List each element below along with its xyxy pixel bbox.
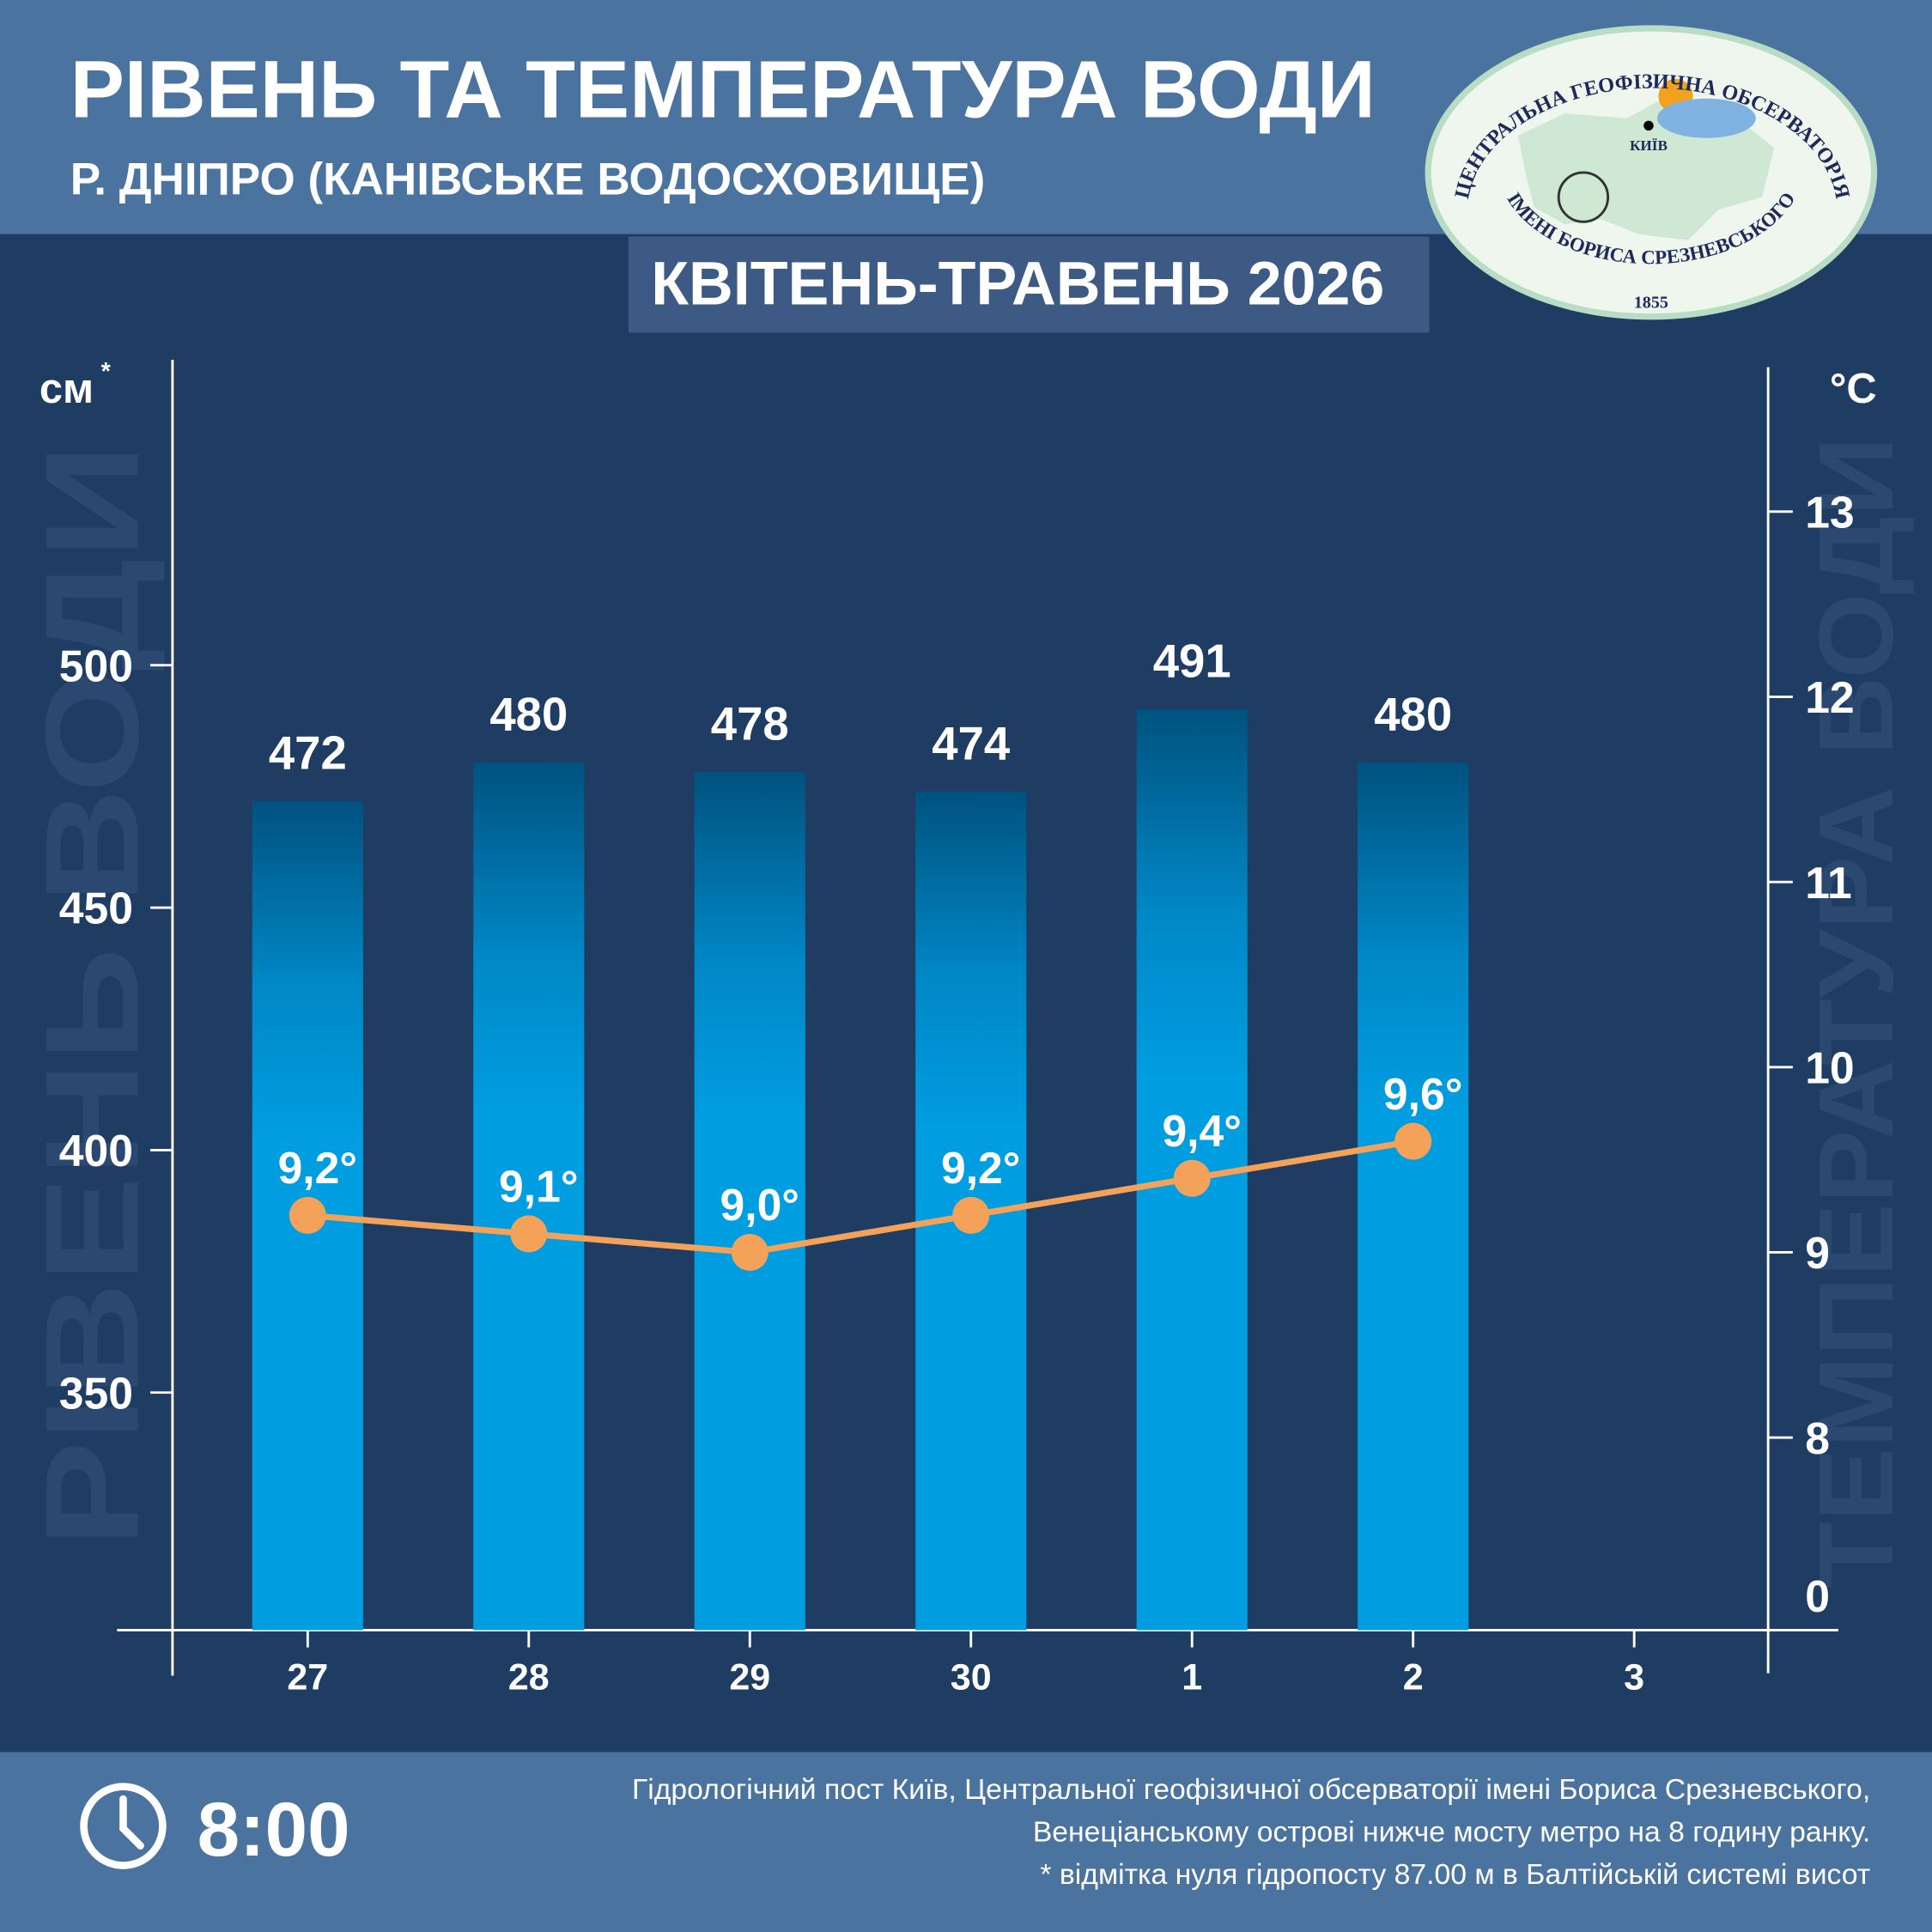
temperature-point	[1173, 1159, 1211, 1197]
logo-year: 1855	[1634, 294, 1668, 313]
footnote: * відмітка нуля гідропосту 87.00 м в Бал…	[1040, 1858, 1870, 1891]
y-tick-label: 450	[59, 884, 133, 933]
period-box	[628, 236, 1430, 333]
footnotes: Гідрологічний пост Київ, Центральної гео…	[632, 1773, 1870, 1891]
logo-dot	[1643, 120, 1654, 131]
series-name-watermark: РІВЕНЬ ВОДИ	[18, 444, 167, 1546]
y2-tick-label: 11	[1805, 858, 1852, 908]
y2-tick-label: 12	[1805, 672, 1854, 722]
x-tick-label: 27	[287, 1656, 328, 1698]
watermarks: РІВЕНЬ ВОДИ ТЕМПЕРАТУРА ВОДИ	[18, 437, 1916, 1589]
clock-hands	[119, 1795, 144, 1850]
bar	[694, 771, 805, 1631]
logo-dish	[1557, 171, 1610, 223]
y2-tick-label: 9	[1805, 1228, 1830, 1278]
logo: ЦЕНТРАЛЬНА ГЕОФІЗИЧНА ОБСЕРВАТОРІЯ ІМЕНІ…	[1425, 25, 1878, 320]
y-tick-label: 500	[59, 641, 133, 690]
x-tick-label: 3	[1624, 1656, 1644, 1698]
logo-city: КИЇВ	[1630, 137, 1668, 154]
series-name-watermark: ТЕМПЕРАТУРА ВОДИ	[1797, 437, 1916, 1589]
bar	[1358, 762, 1469, 1631]
logo-cloud	[1657, 98, 1756, 138]
temperature-point	[289, 1196, 326, 1234]
chart-subtitle: Р. ДНІПРО (КАНІВСЬКЕ ВОДОСХОВИЩЕ)	[70, 155, 986, 205]
x-tick-label: 1	[1182, 1656, 1202, 1698]
x-tick-label: 30	[951, 1656, 992, 1698]
period: КВІТЕНЬ-ТРАВЕНЬ 2026	[651, 249, 1384, 318]
bar-value-label: 480	[1374, 688, 1452, 740]
bar-value-label: 472	[269, 727, 347, 780]
bar-value-label: 491	[1153, 635, 1231, 687]
footnote: Гідрологічний пост Київ, Центральної гео…	[632, 1773, 1870, 1806]
temperature-point	[1394, 1122, 1432, 1160]
y-tick-label: 350	[59, 1368, 133, 1418]
y2-unit: °C	[1830, 366, 1877, 412]
temperature-point	[731, 1233, 769, 1272]
y-unit: см	[39, 366, 94, 412]
bar	[473, 762, 585, 1631]
chart-title: РІВЕНЬ ТА ТЕМПЕРАТУРА ВОДИ	[70, 44, 1376, 135]
temperature-label: 9,0°	[720, 1180, 799, 1230]
temperature-label: 9,1°	[499, 1162, 578, 1212]
footer-band	[0, 1752, 1932, 1932]
footnote: Венеціанському острові нижче мосту метро…	[1033, 1816, 1870, 1849]
time: 8:00	[197, 1786, 350, 1872]
y2-tick-label: 0	[1805, 1571, 1830, 1621]
clock-icon	[80, 1783, 167, 1869]
x-tick-label: 28	[508, 1656, 550, 1698]
bar-value-label: 478	[711, 698, 789, 750]
bar-value-label: 480	[489, 688, 568, 740]
temperature-label: 9,2°	[278, 1143, 357, 1193]
x-tick-label: 29	[729, 1656, 770, 1698]
temperature-label: 9,6°	[1383, 1069, 1462, 1119]
x-tick-label: 2	[1403, 1656, 1424, 1698]
temperature-point	[952, 1196, 990, 1234]
temperature-label: 9,4°	[1162, 1106, 1241, 1156]
temperature-point	[510, 1215, 548, 1253]
temperature-label: 9,2°	[941, 1143, 1020, 1193]
bar-value-label: 474	[932, 717, 1011, 769]
y2-tick-label: 13	[1805, 488, 1854, 538]
y-unit-note: *	[101, 358, 112, 386]
temperature-line	[307, 1138, 1414, 1256]
y2-tick-label: 8	[1805, 1413, 1830, 1463]
y-tick-label: 400	[59, 1126, 133, 1176]
y2-tick-label: 10	[1805, 1042, 1854, 1092]
